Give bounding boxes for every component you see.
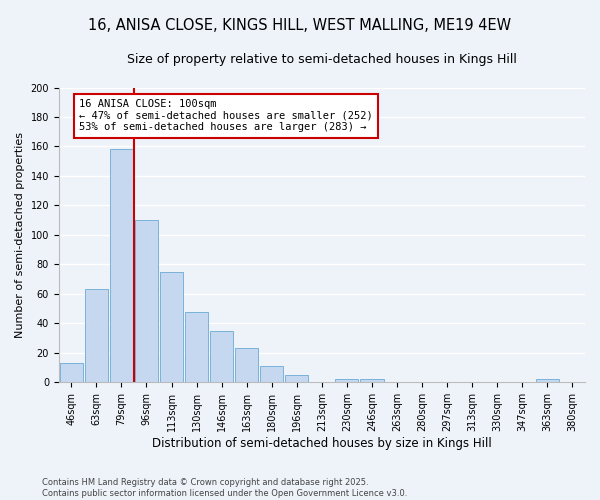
Bar [335,380,358,382]
Bar [60,363,83,382]
Bar [536,380,559,382]
Bar [361,380,383,382]
Bar [135,220,158,382]
Bar [110,150,133,382]
Text: 16 ANISA CLOSE: 100sqm
← 47% of semi-detached houses are smaller (252)
53% of se: 16 ANISA CLOSE: 100sqm ← 47% of semi-det… [79,100,373,132]
Bar [85,290,108,382]
Text: Contains HM Land Registry data © Crown copyright and database right 2025.
Contai: Contains HM Land Registry data © Crown c… [42,478,407,498]
Bar [235,348,258,382]
Text: 16, ANISA CLOSE, KINGS HILL, WEST MALLING, ME19 4EW: 16, ANISA CLOSE, KINGS HILL, WEST MALLIN… [88,18,512,32]
Bar [286,375,308,382]
Bar [210,330,233,382]
Title: Size of property relative to semi-detached houses in Kings Hill: Size of property relative to semi-detach… [127,52,517,66]
X-axis label: Distribution of semi-detached houses by size in Kings Hill: Distribution of semi-detached houses by … [152,437,492,450]
Bar [160,272,183,382]
Bar [185,312,208,382]
Bar [260,366,283,382]
Y-axis label: Number of semi-detached properties: Number of semi-detached properties [15,132,25,338]
